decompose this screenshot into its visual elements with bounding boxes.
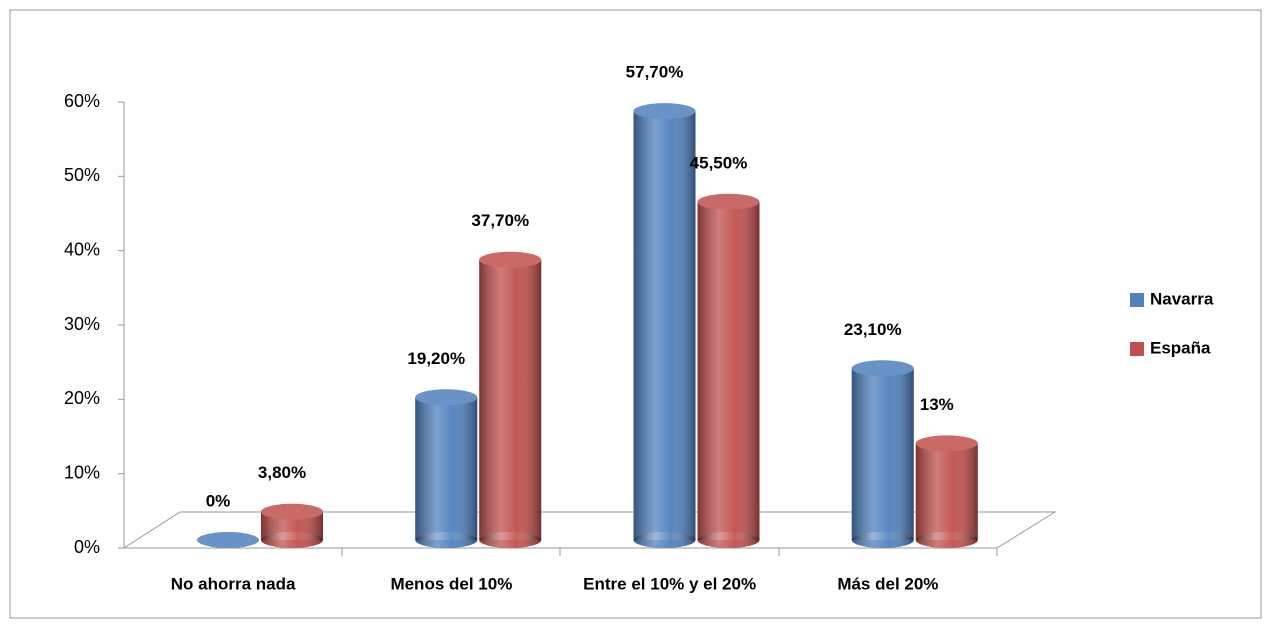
bar-top-shade <box>915 435 978 452</box>
x-tick-label: Entre el 10% y el 20% <box>583 574 756 593</box>
legend-label: España <box>1150 338 1211 357</box>
bar-top-shade <box>197 532 259 548</box>
y-tick-label: 20% <box>64 388 100 408</box>
bar-top-shade <box>851 360 914 377</box>
bar <box>261 503 323 548</box>
bar <box>633 103 696 548</box>
bar-bottom-shade <box>697 532 760 548</box>
bar-shade <box>851 368 914 540</box>
legend-swatch <box>1130 293 1144 307</box>
value-label: 23,10% <box>844 320 902 339</box>
bar-top <box>697 193 760 210</box>
bar-bottom-shade <box>261 532 323 548</box>
bar-top <box>415 389 478 406</box>
y-tick-label: 0% <box>74 537 100 557</box>
bar-shade <box>915 443 978 540</box>
bar <box>697 193 760 548</box>
bar-bottom-shade <box>633 532 696 548</box>
bar-shade <box>415 397 478 540</box>
y-tick-label: 10% <box>64 462 100 482</box>
bar-bottom-shade <box>915 532 978 548</box>
value-label: 13% <box>920 395 954 414</box>
bar-top <box>261 503 323 520</box>
y-tick-label: 50% <box>64 165 100 185</box>
value-label: 37,70% <box>471 211 529 230</box>
value-label: 45,50% <box>690 153 748 172</box>
bar-top <box>915 435 978 452</box>
x-tick-label: Más del 20% <box>837 574 938 593</box>
bar-top-shade <box>479 251 542 268</box>
value-label: 3,80% <box>258 463 306 482</box>
bar <box>197 532 259 548</box>
x-tick-label: No ahorra nada <box>171 574 296 593</box>
value-label: 57,70% <box>626 63 684 82</box>
bar <box>851 360 914 548</box>
y-tick-label: 30% <box>64 314 100 334</box>
bar-top <box>479 251 542 268</box>
bar <box>415 389 478 548</box>
bar-shade <box>479 259 542 540</box>
bar-shade <box>697 201 760 541</box>
bar-top <box>633 103 696 120</box>
value-label: 19,20% <box>407 349 465 368</box>
x-tick-label: Menos del 10% <box>390 574 512 593</box>
bar-top <box>851 360 914 377</box>
bar-bottom-shade <box>851 532 914 548</box>
legend-swatch <box>1130 342 1144 356</box>
bar-shade <box>633 111 696 540</box>
bar-top <box>197 532 259 548</box>
bar <box>915 435 978 548</box>
y-tick-label: 60% <box>64 91 100 111</box>
bar <box>479 251 542 548</box>
legend-label: Navarra <box>1150 289 1214 308</box>
bar-top-shade <box>633 103 696 120</box>
bar-top-shade <box>261 503 323 520</box>
bar-bottom-shade <box>479 532 542 548</box>
y-tick-label: 40% <box>64 239 100 259</box>
bar-top-shade <box>415 389 478 406</box>
value-label: 0% <box>206 491 231 510</box>
bar-bottom-shade <box>415 532 478 548</box>
bar-top-shade <box>697 193 760 210</box>
